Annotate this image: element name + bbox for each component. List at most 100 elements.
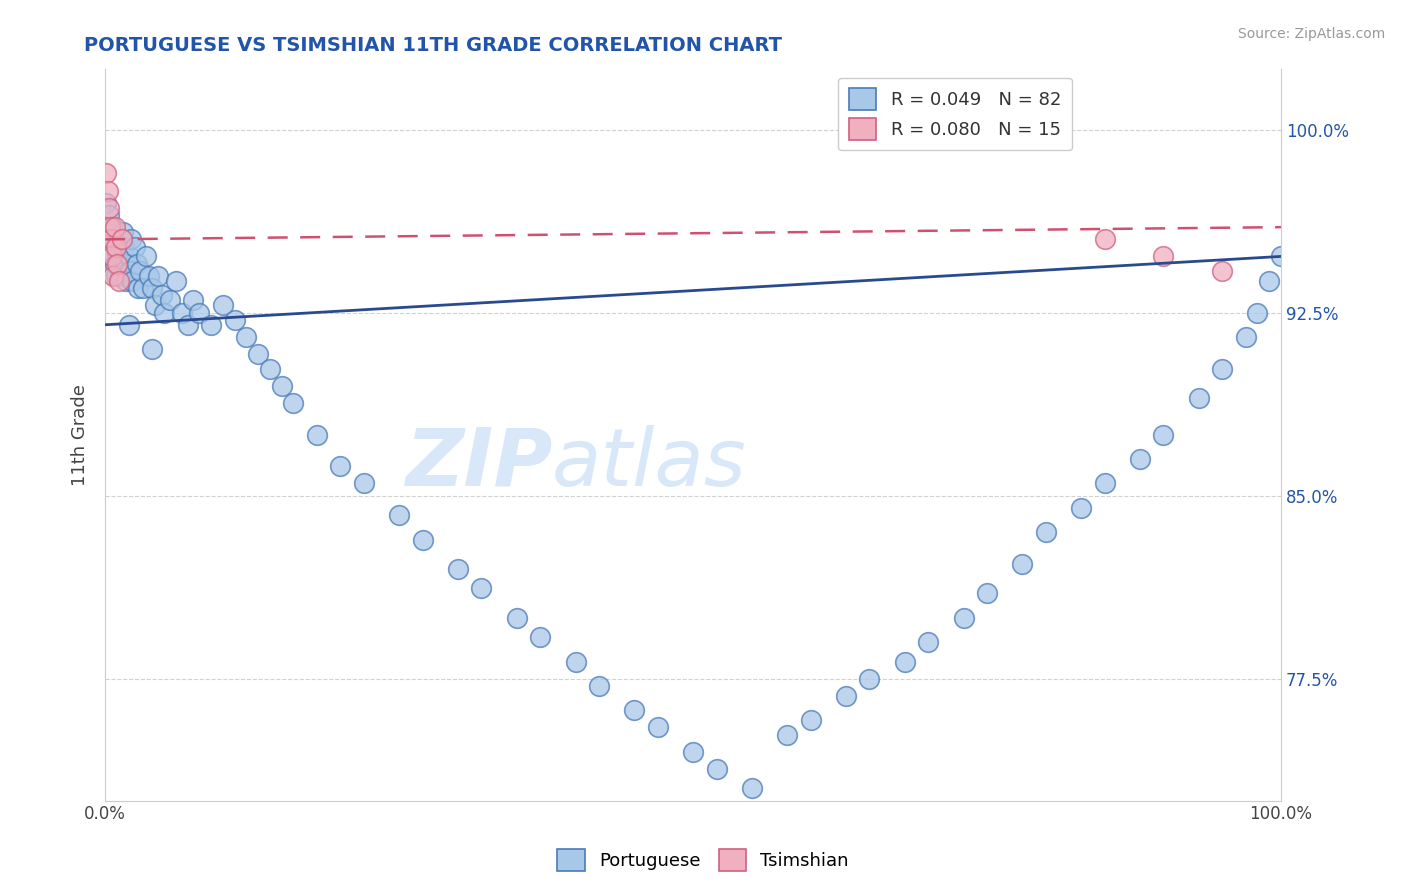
Point [305,427,328,442]
Point [283,396,305,410]
Point [211,298,233,312]
Point [135,249,157,263]
Point [353,476,375,491]
Point [1234,330,1257,344]
Point [1129,452,1152,467]
Point [115,274,138,288]
Point [917,635,939,649]
Point [96,195,118,210]
Text: ZIP: ZIP [405,425,553,503]
Point [104,240,127,254]
Point [1188,391,1211,405]
Point [114,257,136,271]
Point [270,378,292,392]
Point [1246,305,1268,319]
Point [103,232,125,246]
Point [564,655,586,669]
Point [529,630,551,644]
Point [153,305,176,319]
Legend: R = 0.049   N = 82, R = 0.080   N = 15: R = 0.049 N = 82, R = 0.080 N = 15 [838,78,1071,151]
Point [159,293,181,308]
Point [1035,525,1057,540]
Point [388,508,411,522]
Point [1152,249,1174,263]
Point [112,240,135,254]
Point [111,225,134,239]
Point [1152,427,1174,442]
Point [1211,361,1233,376]
Point [1211,264,1233,278]
Point [146,268,169,283]
Point [111,232,134,246]
Point [118,249,141,263]
Point [976,586,998,600]
Point [121,274,143,288]
Point [952,610,974,624]
Point [118,318,141,332]
Point [259,361,281,376]
Y-axis label: 11th Grade: 11th Grade [72,384,89,485]
Point [105,244,128,259]
Point [125,257,148,271]
Point [893,655,915,669]
Point [447,562,470,576]
Point [97,201,120,215]
Point [104,257,127,271]
Point [101,249,124,263]
Point [141,281,163,295]
Point [129,264,152,278]
Point [183,293,205,308]
Point [412,533,434,547]
Point [588,679,610,693]
Text: PORTUGUESE VS TSIMSHIAN 11TH GRADE CORRELATION CHART: PORTUGUESE VS TSIMSHIAN 11TH GRADE CORRE… [84,36,782,54]
Point [124,240,146,254]
Point [118,264,141,278]
Point [858,672,880,686]
Point [706,762,728,776]
Point [1094,232,1116,246]
Point [143,298,166,312]
Point [176,318,198,332]
Point [108,257,131,271]
Point [470,582,492,596]
Point [100,232,122,246]
Point [165,274,187,288]
Point [224,313,246,327]
Point [1011,557,1033,571]
Point [235,330,257,344]
Point [1270,249,1292,263]
Point [138,268,160,283]
Point [127,281,149,295]
Point [835,689,858,703]
Point [110,268,132,283]
Point [141,342,163,356]
Point [120,232,142,246]
Point [623,703,645,717]
Text: atlas: atlas [553,425,747,503]
Point [741,781,763,796]
Point [1258,274,1281,288]
Point [105,257,128,271]
Text: Source: ZipAtlas.com: Source: ZipAtlas.com [1237,27,1385,41]
Point [97,184,120,198]
Point [800,713,823,727]
Point [247,347,270,361]
Point [776,728,799,742]
Point [188,305,211,319]
Legend: Portuguese, Tsimshian: Portuguese, Tsimshian [550,842,856,879]
Point [1070,500,1092,515]
Point [104,220,127,235]
Point [200,318,222,332]
Point [506,610,529,624]
Point [96,166,118,180]
Point [647,720,669,734]
Point [108,274,131,288]
Point [101,220,124,235]
Point [104,268,127,283]
Point [100,244,122,259]
Point [682,745,704,759]
Point [132,281,155,295]
Point [98,220,121,235]
Point [103,268,125,283]
Point [1094,476,1116,491]
